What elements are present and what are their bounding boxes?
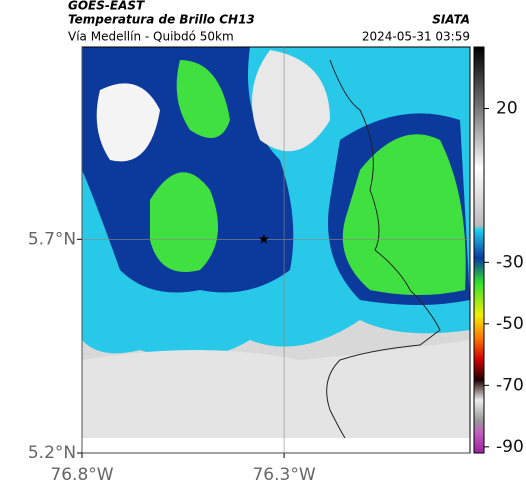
colorbar-tick-label: 20 — [496, 99, 518, 119]
y-tick-label: 5.7°N — [28, 229, 76, 249]
timestamp: 2024-05-31 03:59 — [362, 30, 470, 44]
title: GOES-EAST — [68, 0, 145, 13]
x-tick-label: 76.8°W — [50, 465, 113, 485]
subtitle: Temperatura de Brillo CH13 — [68, 13, 255, 27]
colorbar-tick-label: -70 — [496, 375, 524, 395]
satellite-image — [82, 47, 470, 438]
location-marker — [258, 233, 270, 244]
colorbar-tick-label: -90 — [496, 437, 524, 457]
y-tick-label: 5.2°N — [28, 443, 76, 463]
colorbar — [473, 46, 485, 454]
colorbar-tick-label: -30 — [496, 252, 524, 272]
colorbar-tick-label: -50 — [496, 314, 524, 334]
source: SIATA — [432, 13, 470, 27]
x-tick-label: 76.3°W — [252, 465, 315, 485]
route: Vía Medellín - Quibdó 50km — [68, 30, 234, 44]
